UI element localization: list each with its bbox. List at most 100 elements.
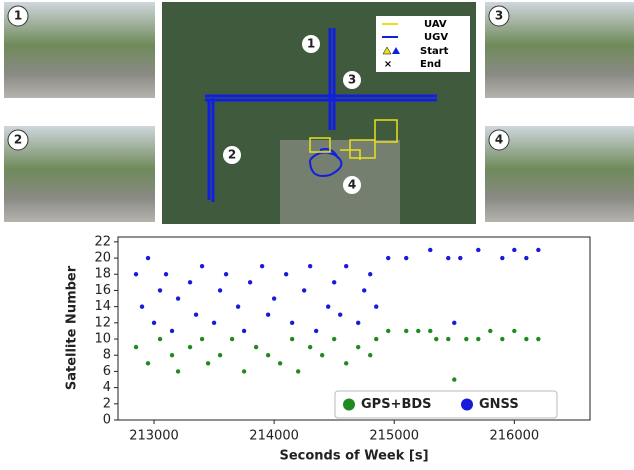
point [151,320,157,326]
map-badge [223,146,241,164]
point [356,344,361,350]
photo-number: 2 [14,133,22,147]
map-number: 2 [228,148,236,162]
point [187,344,193,350]
point [229,336,235,342]
point [175,369,181,374]
point [145,255,151,261]
point [512,328,517,334]
photo [485,126,634,222]
point [404,328,409,334]
point [428,328,433,334]
point [271,296,277,301]
point [343,263,349,269]
point [175,296,181,301]
point [307,344,313,350]
legend-text: Start [420,46,449,57]
legend-box [334,390,558,419]
x-axis-title: Seconds of Week [s] [279,449,428,464]
chart: Seconds of Week [s] Satellite Number 0 24… [65,234,591,464]
point [446,336,451,342]
point [145,361,151,366]
y-tick-label: 16 [94,283,111,298]
point [157,288,163,293]
point [374,336,379,342]
legend-start [392,47,400,54]
photos: 1 2 3 4 [4,2,634,222]
point [289,320,295,326]
y-tick-label: 10 [94,332,111,347]
point [476,336,481,342]
point [157,336,163,342]
map-number: 4 [348,178,356,192]
point [476,247,481,253]
uav-track [309,119,398,160]
point [217,288,223,293]
point [139,304,145,309]
photo-badge [488,129,510,151]
photo-badge [7,5,29,27]
point [404,255,409,261]
map-badge [343,71,361,89]
legend-text: UGV [424,32,448,43]
photo-badge [7,129,29,151]
y-tick-label: 6 [103,364,111,379]
legend-end: × [384,59,392,70]
point [301,288,307,293]
x-tick-label: 215000 [369,429,419,444]
y-tick-label: 4 [103,380,111,395]
map-legend [376,16,470,72]
point [500,255,505,261]
point [325,304,331,309]
y-tick-label: 0 [103,413,111,428]
point [524,255,529,261]
point [428,247,433,253]
point [386,255,391,261]
map-number: 1 [307,37,315,51]
point [259,263,265,269]
point [265,353,271,358]
point [187,280,193,285]
point [362,288,367,293]
point [253,344,259,350]
point [247,280,253,285]
map-badge [302,35,320,53]
photo-number: 3 [495,9,503,23]
point [331,336,337,342]
y-tick-label: 14 [94,299,111,314]
point [163,272,169,277]
point [337,312,343,317]
y-tick-label: 2 [103,396,111,411]
point [313,328,319,334]
legend-start [382,46,392,55]
point [133,272,139,277]
point [356,320,361,326]
point [211,320,217,326]
point [199,336,205,342]
point [235,304,241,309]
point [512,247,517,253]
point [217,353,223,358]
ugv-track [205,28,437,202]
point [241,369,247,374]
y-tick-label: 8 [103,348,111,363]
point [386,328,391,334]
point [169,353,175,358]
point [277,361,283,366]
point [452,377,457,382]
x-tick-label: 216000 [490,429,540,444]
point [500,336,505,342]
photo-number: 1 [14,9,22,23]
y-tick-label: 20 [94,251,111,266]
point [434,336,439,342]
legend-text: UAV [424,19,447,30]
legend-label: GPS+BDS [361,397,432,412]
point [241,328,247,334]
y-tick-label: 22 [94,234,111,249]
point [205,361,211,366]
point [265,312,271,317]
point [452,320,457,326]
point [319,353,325,358]
point [307,263,313,269]
y-tick-label: 18 [94,267,111,282]
